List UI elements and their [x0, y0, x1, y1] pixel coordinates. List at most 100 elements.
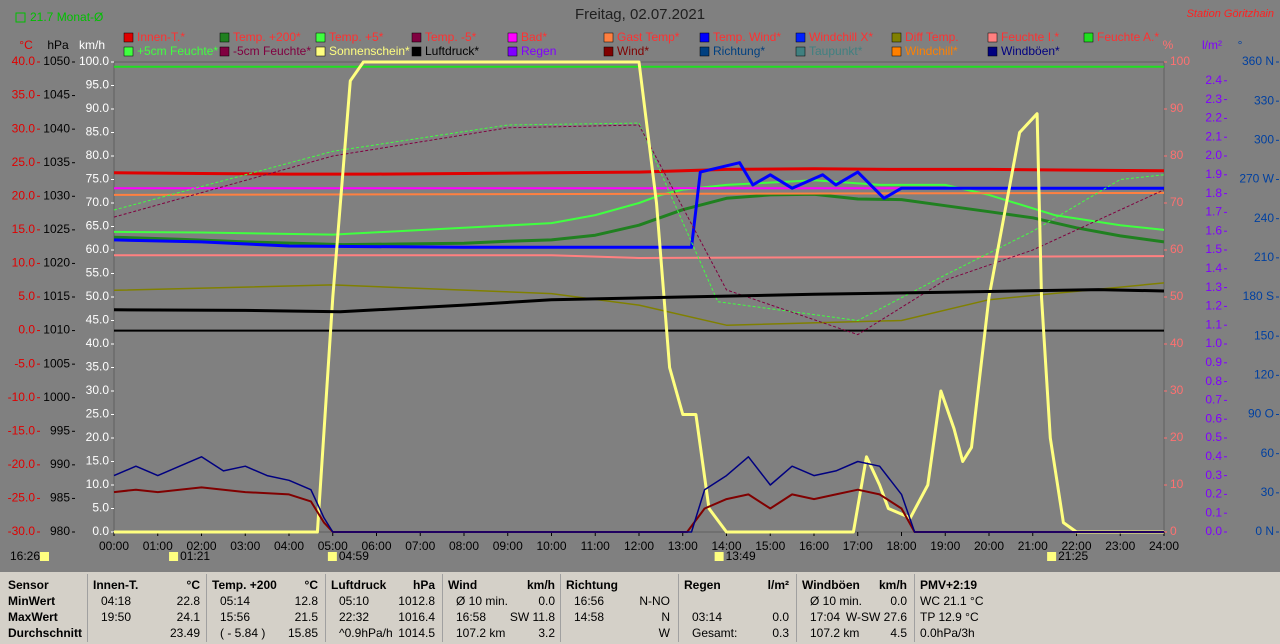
cell: Gesamt:	[692, 626, 738, 640]
cell: ^0.9hPa/h	[339, 626, 393, 640]
legend-label: Luftdruck*	[425, 44, 479, 58]
cell: 3.2	[538, 626, 555, 640]
y-tick-label: 1025	[43, 222, 70, 236]
y-tick-label: 30	[1261, 485, 1275, 499]
annotation-icon	[169, 552, 179, 561]
series-line	[113, 192, 1165, 247]
series-line	[113, 456, 1164, 533]
legend-label: Taupunkt*	[809, 44, 863, 58]
y-tick-label: 1.7	[1205, 205, 1222, 219]
cell: N	[661, 610, 670, 624]
cell: ( - 5.84 )	[220, 626, 266, 640]
cell: 24.1	[176, 610, 200, 624]
y-tick-label: 1000	[43, 390, 70, 404]
y-tick-label: 90.0	[86, 101, 110, 115]
station: Station Göritzhain	[1187, 8, 1274, 20]
legend-swatch	[699, 32, 710, 43]
legend-swatch	[891, 32, 902, 43]
y-tick-label: 1015	[43, 289, 70, 303]
x-tick-label: 05:00	[318, 539, 348, 553]
x-tick-label: 22:00	[1061, 539, 1091, 553]
y-tick-label: 55.0	[86, 266, 110, 280]
y-tick-label: 995	[50, 423, 70, 437]
y-tick-label: 2.0	[1205, 148, 1222, 162]
y-tick-label: 50	[1170, 289, 1184, 303]
cell: 15.85	[287, 626, 318, 640]
y-tick-label: 40.0	[12, 54, 36, 68]
col-title: PMV+2:19	[920, 578, 978, 592]
row-label: Sensor	[8, 578, 49, 592]
series-line	[113, 124, 1165, 336]
col-title: Windböen	[802, 578, 860, 592]
x-tick-label: 04:00	[274, 539, 304, 553]
chart: 21.7 Monat-Ø Freitag, 02.07.2021 Station…	[0, 0, 1280, 572]
x-tick-label: 11:00	[581, 539, 610, 553]
cell: W-SW 27.6	[845, 610, 907, 624]
x-tick-label: 24:00	[1149, 539, 1179, 553]
col-unit: °C	[186, 578, 200, 592]
y-tick-label: 240	[1254, 211, 1274, 225]
background	[0, 0, 1280, 572]
y-tick-label: 1.3	[1205, 280, 1222, 294]
x-tick-label: 02:00	[186, 539, 216, 553]
y-tick-label: 30.0	[12, 121, 36, 135]
y-tick-label: 60.0	[86, 242, 110, 256]
legend-label: Temp. -5*	[425, 30, 477, 44]
row-label: MaxWert	[8, 610, 58, 624]
y-tick-label: -10.0	[8, 390, 36, 404]
y-tick-label: 10	[1170, 477, 1184, 491]
series-line	[114, 60, 1164, 534]
cell: 4.5	[890, 626, 907, 640]
cell: 22:32	[339, 610, 370, 624]
y-tick-label: 1045	[43, 88, 70, 102]
y-tick-label: 0.8	[1205, 374, 1222, 388]
y-tick-label: 0.2	[1205, 487, 1222, 501]
cell: Ø 10 min.	[456, 594, 509, 608]
legend-label: Regen	[521, 44, 556, 58]
x-tick-label: 07:00	[405, 539, 435, 553]
y-tick-label: 0.7	[1205, 393, 1222, 407]
cell: N-NO	[639, 594, 670, 608]
y-tick-label: 360 N	[1242, 54, 1274, 68]
y-tick-label: 1.4	[1205, 261, 1222, 275]
legend-label: +5cm Feuchte*	[137, 44, 218, 58]
y-tick-label: -20.0	[8, 457, 36, 471]
y-tick-label: 35.0	[86, 360, 110, 374]
x-tick-label: 17:00	[843, 539, 873, 553]
axis-unit: °	[1238, 38, 1243, 52]
cell: 0.0	[538, 594, 555, 608]
x-tick-label: 12:00	[624, 539, 654, 553]
cell: 16:58	[456, 610, 487, 624]
y-tick-label: 1030	[43, 188, 70, 202]
legend-swatch	[1083, 32, 1094, 43]
legend-label: Temp. +5*	[329, 30, 384, 44]
annotation-icon	[327, 552, 337, 561]
y-tick-label: 30	[1170, 383, 1184, 397]
y-tick-label: 1.1	[1205, 317, 1222, 331]
x-tick-label: 19:00	[930, 539, 960, 553]
y-tick-label: 1.5	[1205, 242, 1222, 256]
x-tick-label: 00:00	[99, 539, 129, 553]
y-tick-label: 1005	[43, 356, 70, 370]
axis-unit: l/m²	[1202, 38, 1222, 52]
y-tick-label: 0.9	[1205, 355, 1222, 369]
cell: 0.3	[772, 626, 789, 640]
y-tick-label: -5.0	[14, 356, 35, 370]
y-tick-label: 45.0	[86, 313, 110, 327]
col-title: Wind	[448, 578, 478, 592]
y-tick-label: 70	[1170, 195, 1184, 209]
cell: 21.5	[294, 610, 318, 624]
legend-label: Temp. +200*	[233, 30, 301, 44]
annotation-icon	[1047, 552, 1057, 561]
col-title: Richtung	[566, 578, 618, 592]
legend-swatch	[507, 46, 518, 57]
legend-label: Temp. Wind*	[713, 30, 781, 44]
col-title: Regen	[684, 578, 721, 592]
cell: 1012.8	[398, 594, 435, 608]
y-tick-label: 1.2	[1205, 299, 1222, 313]
y-tick-label: 2.2	[1205, 111, 1222, 125]
y-tick-label: 0.0	[92, 524, 109, 538]
y-tick-label: 80	[1170, 148, 1184, 162]
y-tick-label: 2.1	[1205, 129, 1222, 143]
legend-swatch	[315, 32, 326, 43]
